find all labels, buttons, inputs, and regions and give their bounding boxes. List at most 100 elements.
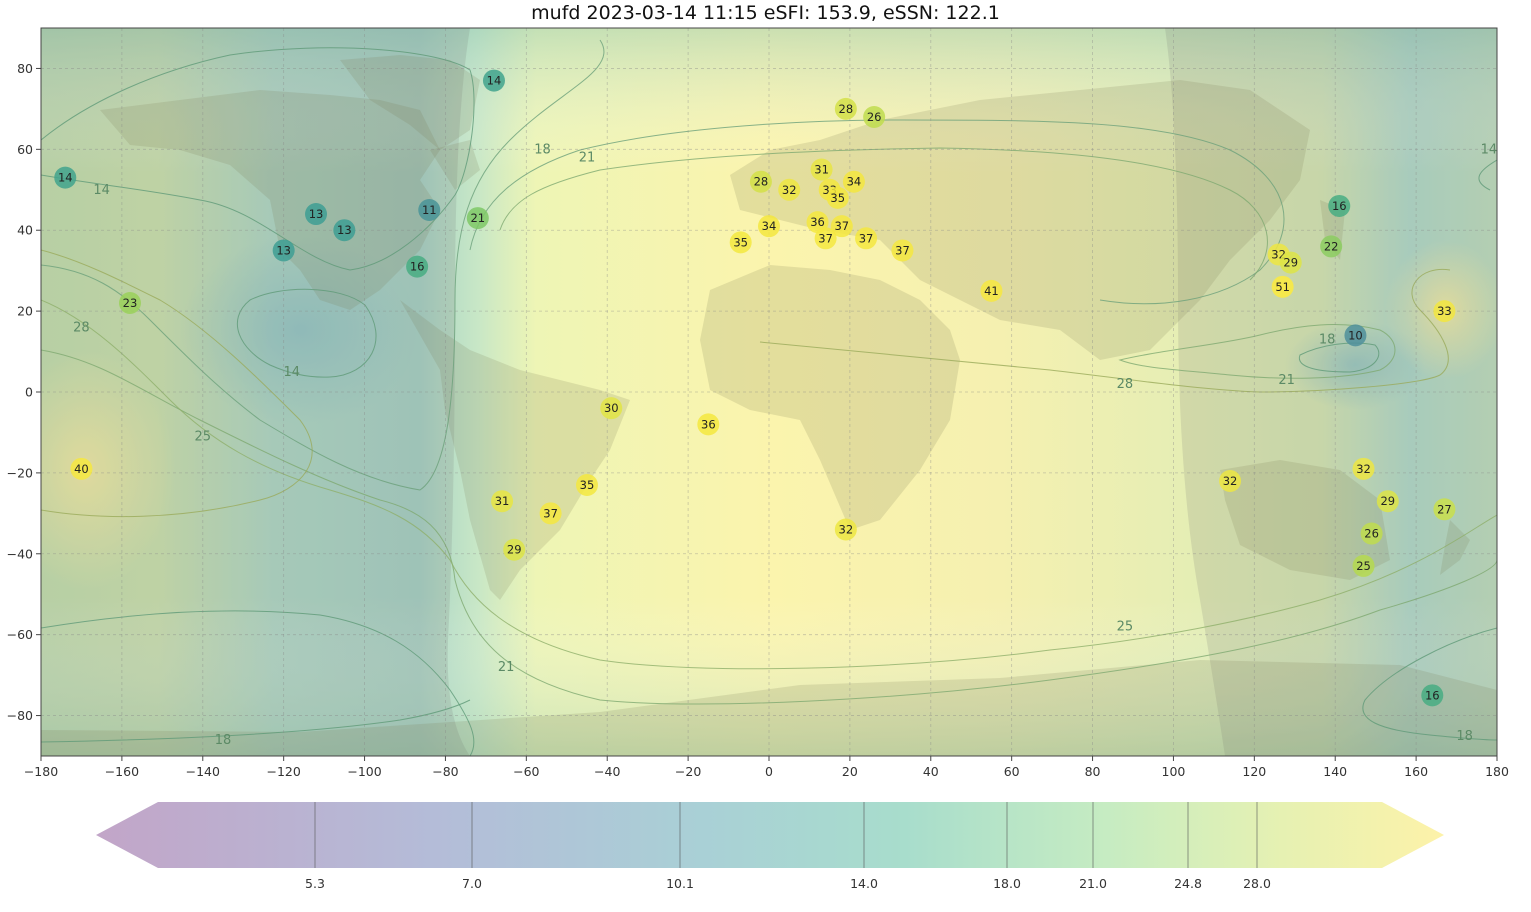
x-tick-label: 40 xyxy=(923,764,939,779)
station-marker xyxy=(491,490,514,513)
station-marker xyxy=(1433,498,1456,521)
contour-label: 14 xyxy=(1481,142,1498,157)
colorbar: 5.3 7.0 10.1 14.0 18.0 21.0 24.8 28.0 xyxy=(96,802,1444,891)
station-value: 37 xyxy=(543,506,558,520)
contour-label: 18 xyxy=(1456,729,1473,744)
station-marker xyxy=(305,203,328,226)
contour-label: 25 xyxy=(195,429,212,444)
x-tick-label: 0 xyxy=(765,764,773,779)
station-marker xyxy=(1271,275,1294,298)
station-value: 25 xyxy=(1356,559,1371,573)
station-marker xyxy=(980,279,1003,302)
y-tick-label: 80 xyxy=(17,61,33,76)
station-marker xyxy=(749,170,772,193)
colorbar-tick-label: 18.0 xyxy=(993,876,1021,891)
station-marker xyxy=(697,413,720,436)
station-value: 22 xyxy=(1324,239,1339,253)
gridlines xyxy=(41,28,1497,756)
station-marker xyxy=(758,215,780,238)
station-value: 21 xyxy=(470,211,485,225)
station-value: 51 xyxy=(1275,280,1290,294)
station-marker xyxy=(54,166,77,189)
station-value: 31 xyxy=(814,163,829,177)
contour-label: 28 xyxy=(1117,377,1134,392)
station-marker xyxy=(418,199,441,221)
y-tick-label: −20 xyxy=(7,465,33,480)
night-shade xyxy=(41,28,1497,756)
station-marker xyxy=(1421,684,1444,707)
x-tick-label: −100 xyxy=(347,764,381,779)
contour-label: 28 xyxy=(73,320,90,335)
colorbar-tick-label: 24.8 xyxy=(1174,876,1202,891)
station-value: 32 xyxy=(1356,462,1371,476)
x-tick-label: −20 xyxy=(675,764,701,779)
station-marker xyxy=(600,397,623,420)
station-marker xyxy=(1360,522,1383,545)
station-value: 13 xyxy=(309,207,324,221)
y-tick-label: 40 xyxy=(17,223,33,238)
station-marker xyxy=(863,105,886,128)
station-marker xyxy=(1320,235,1343,258)
station-value: 10 xyxy=(1348,328,1363,342)
x-tick-label: 60 xyxy=(1004,764,1020,779)
station-marker xyxy=(466,207,489,230)
x-tick-label: −80 xyxy=(432,764,458,779)
contour-label: 21 xyxy=(1278,373,1295,388)
contour-label: 18 xyxy=(534,142,551,157)
station-marker xyxy=(482,69,505,92)
station-value: 34 xyxy=(762,219,777,233)
y-tick-label: −80 xyxy=(7,708,33,723)
station-value: 16 xyxy=(410,260,425,274)
land-masses xyxy=(41,55,1497,756)
contour-label: 21 xyxy=(579,150,596,165)
station-value: 32 xyxy=(1223,474,1238,488)
x-tick-label: 80 xyxy=(1085,764,1101,779)
station-marker xyxy=(576,474,598,497)
station-marker xyxy=(1219,469,1242,492)
station-value: 26 xyxy=(867,110,882,124)
station-value: 40 xyxy=(74,462,89,476)
contour-label: 21 xyxy=(498,660,515,675)
station-value: 41 xyxy=(984,284,999,298)
station-marker xyxy=(834,518,857,541)
contour-label: 18 xyxy=(1319,332,1336,347)
station-value: 16 xyxy=(1332,199,1347,213)
station-marker xyxy=(503,538,526,561)
station-value: 36 xyxy=(701,417,716,431)
station-value: 14 xyxy=(58,171,73,185)
station-marker xyxy=(1352,554,1375,577)
x-tick-label: −180 xyxy=(24,764,58,779)
station-marker xyxy=(1433,300,1456,323)
colorbar-tick-label: 5.3 xyxy=(305,876,325,891)
station-value: 26 xyxy=(1364,527,1379,541)
station-value: 29 xyxy=(507,543,522,557)
contour-lines xyxy=(41,39,1497,756)
station-marker xyxy=(1279,251,1302,274)
station-value: 35 xyxy=(733,235,748,249)
station-marker xyxy=(810,158,833,181)
contour-label: 14 xyxy=(283,365,300,380)
station-marker xyxy=(1352,457,1375,480)
station-marker xyxy=(830,215,853,238)
x-tick-label: 140 xyxy=(1323,764,1347,779)
station-value: 13 xyxy=(276,243,291,257)
station-marker xyxy=(539,502,562,525)
x-tick-label: 120 xyxy=(1242,764,1266,779)
station-value: 28 xyxy=(754,175,769,189)
station-marker xyxy=(118,292,141,315)
contour-label: 14 xyxy=(93,183,110,198)
station-value: 37 xyxy=(818,231,833,245)
station-marker xyxy=(1344,324,1367,347)
station-markers: 1414131313111621234030363531372928262832… xyxy=(54,69,1456,707)
station-value: 31 xyxy=(495,494,510,508)
station-marker xyxy=(778,178,801,201)
x-tick-label: 100 xyxy=(1162,764,1186,779)
x-tick-label: −140 xyxy=(186,764,220,779)
y-axis: 80 60 40 20 0 −20 −40 −60 −80 xyxy=(7,61,41,723)
x-tick-label: 20 xyxy=(842,764,858,779)
station-value: 28 xyxy=(839,102,854,116)
station-marker xyxy=(891,239,914,262)
station-value: 33 xyxy=(1437,304,1452,318)
